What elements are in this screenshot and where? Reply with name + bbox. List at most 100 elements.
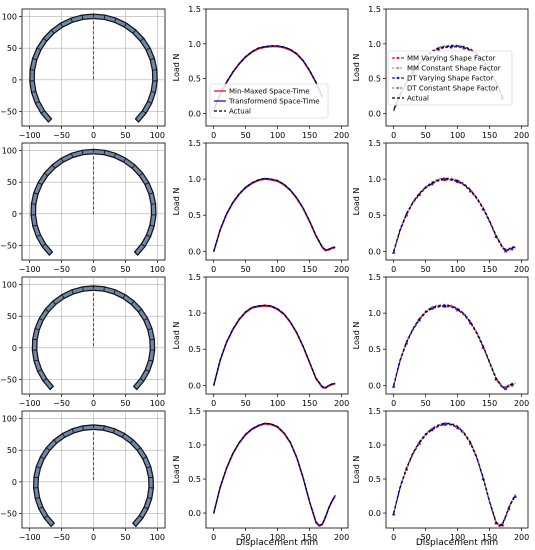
ytick-label: 0.5 (368, 345, 381, 354)
marker-dt-varying (443, 422, 447, 426)
mesh-element-edge (103, 425, 105, 431)
axes-frame (205, 276, 349, 395)
xtick-label: 150 (302, 533, 317, 542)
ytick-label: 0.5 (188, 345, 201, 354)
mesh-element-edge (147, 497, 152, 500)
mesh-element-edge (131, 164, 136, 169)
ytick-label: 1.0 (368, 40, 381, 49)
mesh-element-edge (123, 22, 127, 28)
mesh-ytick-label: 50 (7, 312, 17, 321)
mesh-element-edge (148, 192, 154, 195)
mesh-element-edge (145, 47, 151, 51)
mesh-subplot-row4: −100 −50 0 50 100 100 50 0 −50 (0, 410, 166, 542)
mesh-xtick-label: 100 (150, 533, 165, 542)
xtick-label: 200 (334, 533, 349, 542)
mesh-xtick-label: 0 (91, 399, 96, 408)
ytick-label: 1.5 (188, 273, 201, 282)
mesh-ytick-label: 100 (2, 281, 17, 290)
xtick-label: 150 (482, 265, 497, 274)
mesh-xtick-label: −100 (19, 533, 41, 542)
shape-factor-subplot-row4: 0 50 100 150 200 0.0 0.5 1.0 1.5 Load N (352, 407, 529, 542)
xtick-label: 100 (270, 399, 285, 408)
y-axis-label: Load N (352, 456, 361, 484)
xtick-label: 50 (421, 265, 431, 274)
marker-dt-varying (462, 45, 466, 49)
mesh-xtick-label: −50 (53, 131, 70, 140)
mesh-element-edge (113, 289, 116, 295)
ytick-label: 0.5 (188, 475, 201, 484)
xtick-label: 0 (391, 399, 396, 408)
series-actual (393, 45, 503, 111)
legend-label: DT Varying Shape Factor (407, 75, 493, 83)
legend-label: MM Constant Shape Factor (407, 65, 501, 73)
mesh-element-edge (132, 522, 137, 527)
xtick-label: 100 (450, 265, 465, 274)
xtick-label: 50 (241, 265, 251, 274)
mesh-element-edge (38, 506, 44, 510)
marker-dt-varying (392, 511, 396, 515)
mesh-ytick-label: 50 (7, 178, 17, 187)
mesh-element-edge (33, 192, 39, 195)
xtick-label: 0 (391, 265, 396, 274)
mesh-element-edge (37, 182, 43, 185)
shape-factor-subplot-row2: 0 50 100 150 200 0.0 0.5 1.0 1.5 Load N (352, 139, 529, 274)
xtick-label: 200 (514, 533, 529, 542)
xtick-label: 150 (482, 399, 497, 408)
axes-frame (385, 276, 529, 395)
mesh-xtick-label: −50 (53, 265, 70, 274)
mesh-element-edge (31, 90, 36, 93)
mesh-element-edge (151, 203, 156, 205)
ytick-label: 1.5 (368, 139, 381, 148)
mesh-element-edge (50, 29, 55, 34)
x-axis-label-col2: Displacement mm (236, 538, 318, 548)
y-axis-label: Load N (172, 456, 181, 484)
mesh-element-edge (143, 317, 148, 321)
mesh-ytick-label: 0 (12, 210, 17, 219)
ytick-label: 1.0 (188, 441, 201, 450)
mesh-ytick-label: 0 (12, 344, 17, 353)
legend-label: Actual (407, 95, 429, 103)
mesh-ytick-label: −50 (0, 375, 17, 384)
series-actual (213, 177, 336, 252)
mesh-element-edge (41, 243, 46, 247)
ytick-label: 0.5 (368, 475, 381, 484)
space-time-subplot-row1: 0 50 100 150 200 0.0 0.5 1.0 1.5 Load N Min-Maxed … (172, 5, 349, 140)
xtick-label: 200 (514, 131, 529, 140)
mesh-element-edge (32, 58, 37, 61)
marker-dt-varying (504, 386, 508, 390)
mesh-xtick-label: 100 (150, 399, 165, 408)
mesh-element-edge (71, 428, 75, 434)
mesh-element-edge (48, 251, 53, 256)
mesh-element-edge (136, 447, 142, 451)
mesh-element-edge (150, 58, 155, 61)
mesh-element-edge (60, 158, 64, 163)
mesh-element-edge (112, 428, 116, 434)
mesh-element-edge (42, 37, 48, 42)
mesh-element-edge (142, 456, 147, 460)
space-time-subplot-row4: 0 50 100 150 200 0.0 0.5 1.0 1.5 Load N (172, 407, 349, 542)
xtick-label: 0 (211, 533, 216, 542)
mesh-subplot-row2: −100 −50 0 50 100 100 50 0 −50 (0, 142, 166, 274)
xtick-label: 200 (514, 265, 529, 274)
mesh-xtick-label: 100 (150, 265, 165, 274)
mesh-element-edge (122, 294, 126, 299)
y-axis-label: Load N (172, 188, 181, 216)
mesh-element-edge (48, 118, 52, 123)
legend-marker (396, 86, 400, 90)
legend-box (209, 83, 329, 119)
ytick-label: 1.5 (188, 407, 201, 416)
mesh-xtick-label: 0 (91, 265, 96, 274)
mesh-xtick-label: 50 (120, 131, 130, 140)
legend-label: DT Constant Shape Factor (407, 85, 498, 93)
mesh-element-edge (81, 15, 84, 20)
mesh-element-edge (71, 289, 74, 295)
mesh-xtick-label: 50 (120, 533, 130, 542)
mesh-element-edge (70, 18, 73, 23)
y-axis-label: Load N (352, 188, 361, 216)
mesh-element-edge (151, 90, 156, 93)
shape-factor-subplot-row3: 0 50 100 150 200 0.0 0.5 1.0 1.5 Load N (352, 273, 529, 408)
mesh-element-edge (43, 172, 49, 177)
ytick-label: 1.0 (188, 40, 201, 49)
mesh-element-edge (60, 22, 64, 28)
xtick-label: 200 (334, 399, 349, 408)
